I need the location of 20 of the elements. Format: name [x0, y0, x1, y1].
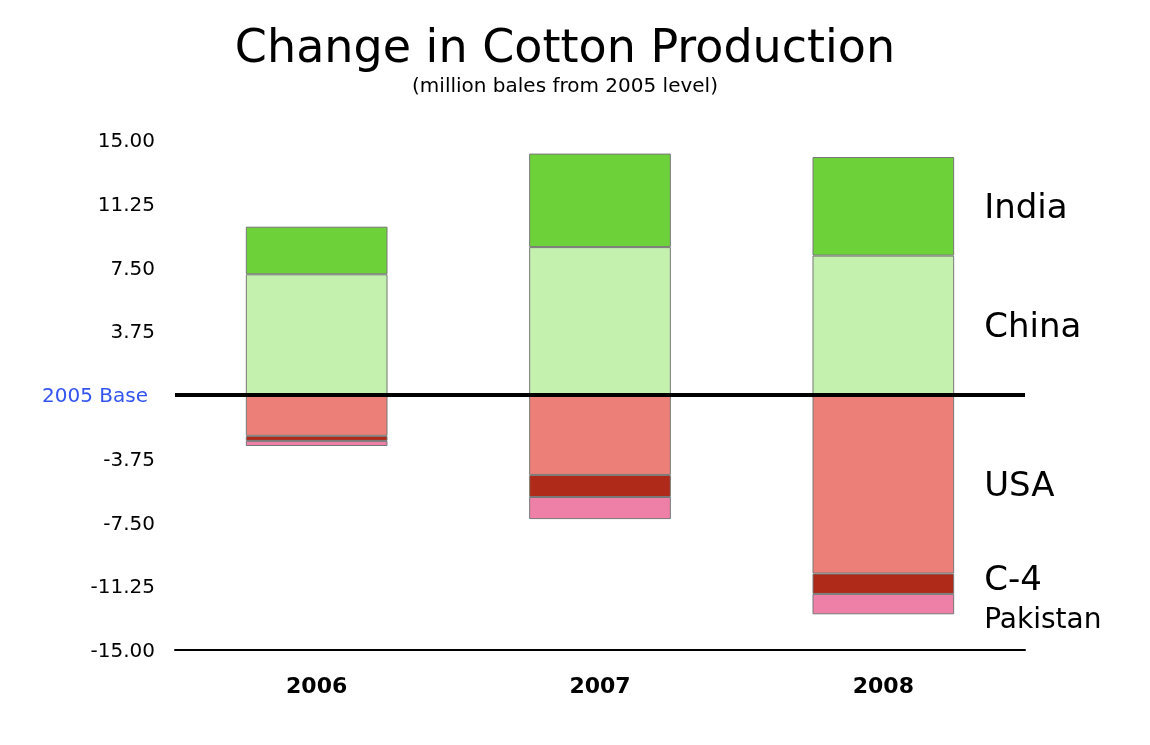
x-tick-label: 2007 — [569, 672, 631, 698]
y-tick-label: -15.00 — [90, 638, 155, 662]
series-label: C-4 — [984, 557, 1042, 598]
series-label: India — [984, 186, 1068, 227]
y-tick-label: -11.25 — [90, 574, 155, 599]
bar — [245, 440, 388, 446]
y-tick-label: 3.75 — [110, 319, 155, 344]
ref-line-label: 2005 Base — [42, 383, 148, 407]
x-tick-label: 2008 — [852, 672, 914, 698]
series-label: USA — [984, 464, 1055, 505]
series-label: Pakistan — [984, 601, 1102, 635]
y-tick-label: 11.25 — [97, 191, 155, 216]
series-label: China — [984, 305, 1082, 346]
chart-title: Change in Cotton Production — [234, 19, 896, 73]
y-tick-label: -7.50 — [103, 510, 155, 535]
y-tick-label: 7.50 — [110, 255, 155, 280]
x-tick-label: 2006 — [286, 672, 348, 698]
y-tick-label: -3.75 — [103, 446, 155, 471]
chart-subtitle: (million bales from 2005 level) — [412, 73, 718, 97]
y-tick-label: 15.00 — [97, 128, 155, 152]
